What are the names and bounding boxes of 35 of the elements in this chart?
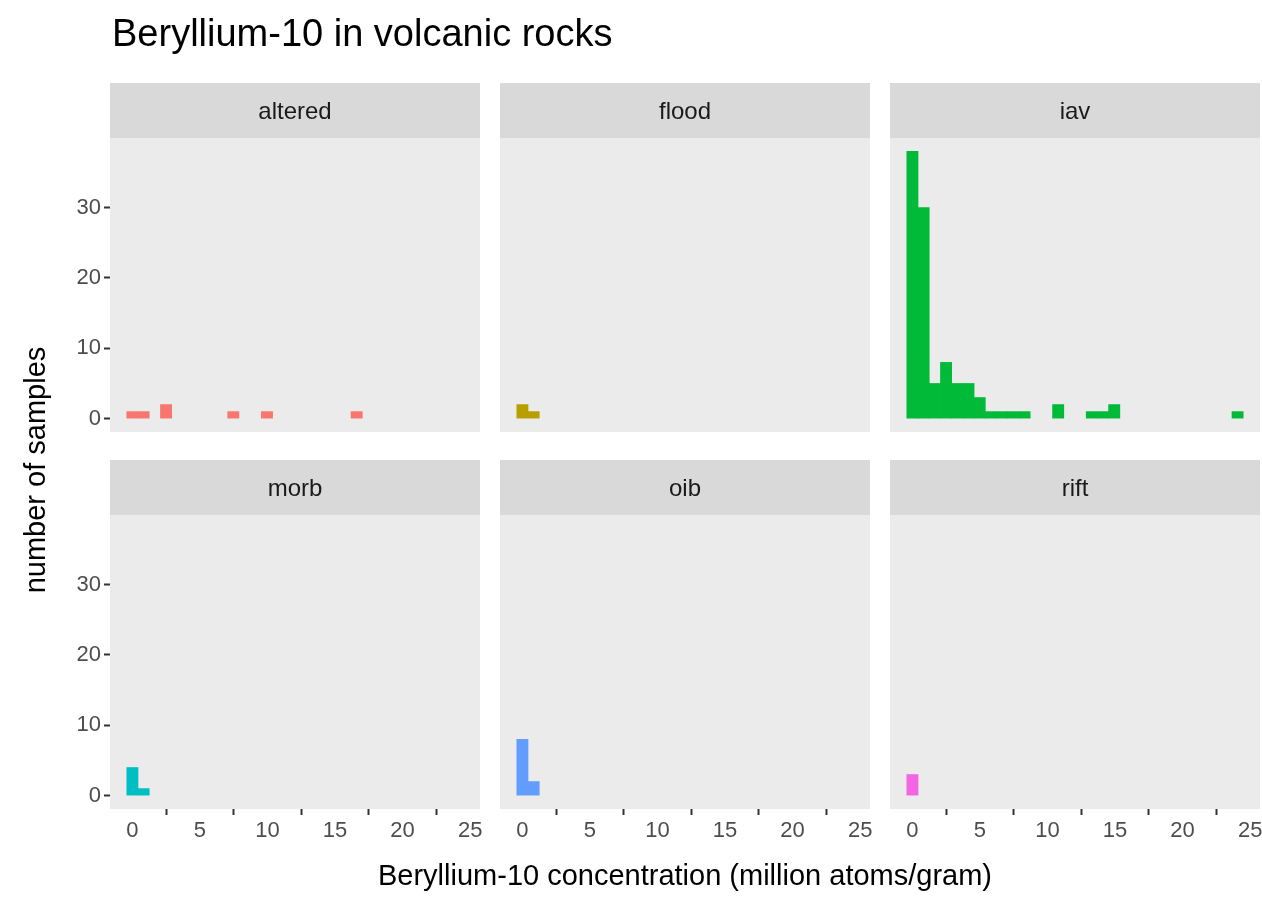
y-tick-label: 0 [88,404,101,430]
chart-subtitle: altered [110,83,480,138]
y-tick-label: 30 [76,193,101,219]
x-tick-label: 10 [1035,817,1060,843]
chart-subtitle: oib [500,460,870,515]
x-tick-label: 15 [322,817,348,843]
x-tick-label: 0 [516,817,529,843]
x-tick-label: 5 [583,817,597,843]
x-tick-label: 25 [457,817,483,843]
x-tick-label: 15 [712,817,738,843]
y-tick-label: 20 [76,264,101,290]
x-tick-label: 0 [126,817,139,843]
x-tick-label: 0 [906,817,919,843]
x-tick-label: 5 [973,817,987,843]
x-tick-label: 10 [255,817,280,843]
y-tick-label: 10 [76,711,101,737]
x-tick-label: 20 [390,817,415,843]
chart-subtitle: iav [890,83,1260,138]
x-tick-label: 25 [847,817,873,843]
y-tick-label: 20 [76,641,101,667]
y-tick-label: 30 [76,570,101,596]
x-tick-label: 20 [1170,817,1195,843]
y-axis-title: number of samples [18,346,52,594]
x-tick-label: 25 [1237,817,1262,843]
chart-subtitle: morb [110,460,480,515]
y-tick-label: 10 [76,334,101,360]
x-tick-label: 20 [780,817,805,843]
chart-subtitle: rift [890,460,1260,515]
x-tick-label: 10 [645,817,670,843]
chart-subtitle: flood [500,83,870,138]
x-tick-label: 5 [193,817,207,843]
chart-title: Beryllium-10 in volcanic rocks [112,12,613,55]
x-tick-label: 15 [1102,817,1128,843]
y-tick-label: 0 [88,781,101,807]
x-axis-title: Beryllium-10 concentration (million atoms/gram) [377,859,993,892]
